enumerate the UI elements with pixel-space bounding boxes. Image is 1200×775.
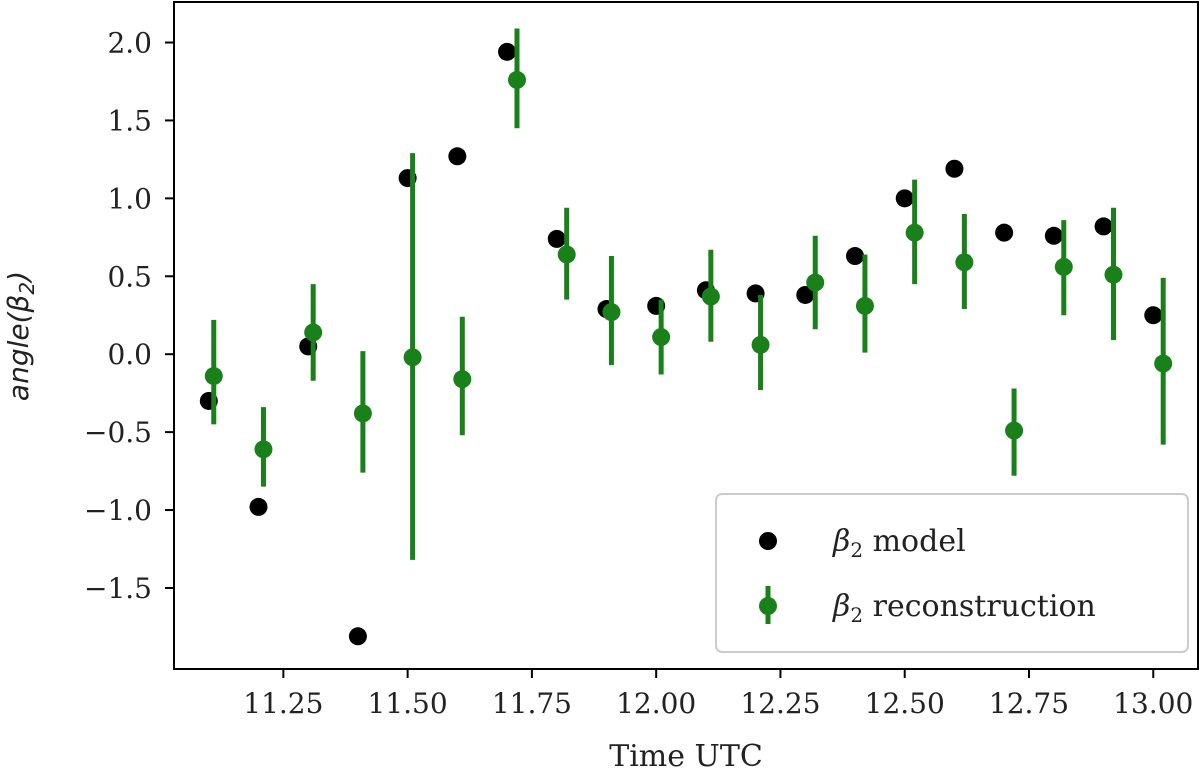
legend-marker-reconstruction: [759, 597, 777, 615]
legend-label-model: β2 model: [832, 524, 966, 562]
reconstruction-point: [254, 440, 273, 459]
y-tick-label: 0.0: [107, 338, 152, 371]
reconstruction-point: [353, 404, 372, 423]
reconstruction-point: [1005, 421, 1024, 440]
axes: 11.25 11.50 11.75 12.00 12.25 12.50 12.75 13.00…: [84, 27, 1193, 720]
reconstruction-point: [955, 253, 974, 272]
y-axis-label-symbol: β: [2, 294, 35, 313]
model-point: [249, 497, 268, 516]
model-point: [348, 627, 367, 646]
x-tick-label: 12.75: [989, 687, 1069, 720]
x-tick-label: 11.25: [243, 687, 323, 720]
legend: β2 model β2 reconstruction: [715, 493, 1189, 653]
reconstruction-point: [1054, 257, 1073, 276]
reconstruction-point: [602, 303, 621, 322]
y-tick-label: −0.5: [84, 416, 152, 449]
x-tick-label: 13.00: [1113, 687, 1193, 720]
plot-area: [199, 28, 1173, 646]
reconstruction-point: [751, 335, 770, 354]
y-axis-label-close: ): [2, 271, 35, 284]
reconstruction-point: [204, 367, 223, 386]
model-point: [895, 189, 914, 208]
model-point: [945, 159, 964, 178]
reconstruction-point: [557, 245, 576, 264]
x-tick-label: 12.50: [865, 687, 945, 720]
legend-frame: [715, 493, 1189, 653]
y-axis-label-func: angle(: [2, 311, 35, 401]
x-tick-label: 12.25: [740, 687, 820, 720]
reconstruction-point: [453, 370, 472, 389]
legend-label-reconstruction: β2 reconstruction: [832, 589, 1096, 627]
model-point: [796, 285, 815, 304]
model-point: [846, 247, 865, 266]
plot-frame: [173, 1, 1199, 670]
reconstruction-point: [507, 70, 526, 89]
reconstruction-point: [905, 223, 924, 242]
y-axis-label-subscript: 2: [15, 282, 39, 295]
y-tick-label: 1.0: [107, 182, 152, 215]
model-point: [1044, 226, 1063, 245]
reconstruction-point: [855, 296, 874, 315]
x-tick-label: 11.50: [368, 687, 448, 720]
reconstruction-point: [1154, 354, 1173, 373]
y-tick-label: 0.5: [107, 260, 152, 293]
model-point: [547, 229, 566, 248]
reconstruction-point: [652, 328, 671, 347]
x-tick-label: 12.00: [616, 687, 696, 720]
y-tick-label: 1.5: [107, 104, 152, 137]
y-tick-label: 2.0: [107, 27, 152, 60]
legend-marker-model: [759, 532, 777, 550]
y-tick-label: −1.0: [84, 494, 152, 527]
model-point: [498, 42, 517, 61]
reconstruction-point: [701, 287, 720, 306]
y-tick-label: −1.5: [84, 572, 152, 605]
x-axis-label: Time UTC: [609, 739, 763, 774]
reconstruction-point: [1104, 265, 1123, 284]
reconstruction-point: [403, 348, 422, 367]
model-point: [1094, 217, 1113, 236]
x-tick-label: 11.75: [492, 687, 572, 720]
model-point: [1144, 306, 1163, 325]
model-point: [995, 223, 1014, 242]
y-axis-label: angle(β2): [2, 271, 39, 401]
reconstruction-point: [304, 323, 323, 342]
reconstruction-point: [806, 273, 825, 292]
model-point: [448, 147, 467, 166]
